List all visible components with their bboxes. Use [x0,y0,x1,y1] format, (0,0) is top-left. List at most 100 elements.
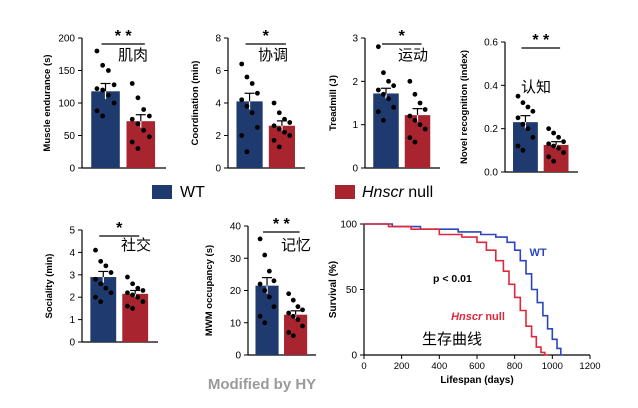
data-point [249,110,255,116]
data-point [257,281,263,287]
data-point [412,91,418,97]
panel-mwm: 0 10 20 30 40 MWM occupancy (s) * * 记忆 [204,216,316,362]
data-point [244,103,250,109]
data-point [286,310,292,316]
watermark: Modified by HY [208,376,316,393]
data-point [129,116,135,122]
data-point [93,247,98,253]
data-point [93,276,98,282]
y-tick-label: 30 [230,254,242,265]
data-point [244,74,250,80]
y-axis-label: Muscle endurance (s) [42,54,53,151]
data-point [255,90,260,96]
survival-label-null: Hnscr null [451,311,505,323]
data-point [546,154,552,160]
data-point [561,150,566,155]
significance-stars: * * [273,216,291,233]
data-point [103,285,109,291]
data-point [412,117,418,123]
data-point [257,313,263,319]
y-tick-label: 10 [230,318,242,329]
data-point [300,307,305,313]
data-point [271,278,277,284]
legend-label-wt: WT [180,184,205,201]
data-point [276,144,282,150]
panel-muscle: 0 50 100 150 200 Muscle endurance (s) * *肌肉 [42,28,166,175]
data-point [551,158,557,164]
y-tick-label: 200 [58,34,75,45]
data-point [381,70,386,76]
data-point [386,96,391,102]
data-point [295,304,301,310]
data-point [105,92,111,98]
x-tick-label: 800 [507,361,523,372]
data-point [111,100,117,106]
significance-stars: * [116,220,123,237]
y-tick-label: 0.6 [484,38,498,49]
data-point [530,134,536,140]
y-axis-label: Novel recognition (index) [459,50,470,164]
data-point [100,62,106,68]
data-point [561,139,566,145]
y-tick-label: 3 [69,270,75,281]
legend-swatch-null [335,185,355,199]
data-point [407,113,413,119]
bar-null [126,121,156,168]
data-point [276,110,282,116]
data-point [282,116,287,122]
panel-title: 协调 [258,46,288,64]
y-tick-label: 0 [215,164,221,175]
data-point [287,133,293,138]
data-point [391,83,397,89]
panel-title: 肌肉 [118,46,148,64]
y-tick-label: 0 [351,351,357,362]
y-tick-label: 0 [235,351,241,362]
x-tick-label: 200 [394,361,410,372]
panel-title: 运动 [398,46,428,64]
data-point [287,120,293,125]
data-point [520,147,526,153]
data-point [556,145,561,151]
legend-label-null: Hnscr null [362,184,433,201]
data-point [262,288,268,293]
data-point [94,86,100,92]
y-tick-label: 150 [58,66,75,77]
data-point [266,268,272,274]
data-point [129,81,135,86]
y-axis-label: Coordination (min) [190,61,201,146]
data-point [239,97,245,103]
data-point [271,123,277,129]
panel-tread: 0 1 2 3 Treadmill (J) *运动 [328,28,440,175]
survival-panel: 0 200 400 600 800 1000 1200 0 50 100 Lifespan (day… [328,220,601,387]
data-point [103,263,109,269]
data-point [515,143,521,149]
survival-line-null [364,223,549,356]
y-tick-label: 0.0 [484,168,498,179]
data-point [375,44,381,50]
data-point [111,82,117,88]
x-tick-label: 1200 [579,361,600,372]
data-point [300,323,305,329]
y-axis-label: Treadmill (J) [328,75,339,131]
y-tick-label: 1 [352,120,358,131]
data-point [108,290,114,296]
data-point [141,127,147,133]
data-point [286,330,292,335]
y-tick-label: 2 [352,77,358,88]
survival-label-wt: WT [529,247,546,259]
x-tick-label: 1000 [542,361,563,372]
data-point [290,297,296,303]
data-point [94,108,100,114]
data-point [135,294,141,300]
data-point [140,288,146,293]
data-point [520,100,526,106]
data-point [244,149,250,155]
y-tick-label: 4 [69,248,75,259]
x-tick-label: 0 [361,361,366,372]
y-tick-label: 50 [346,285,358,296]
data-point [286,291,292,297]
y-tick-label: 50 [64,131,76,142]
data-point [135,95,141,101]
panel-coord: 0 2 4 6 8 Coordination (min) *协调 [190,28,305,175]
